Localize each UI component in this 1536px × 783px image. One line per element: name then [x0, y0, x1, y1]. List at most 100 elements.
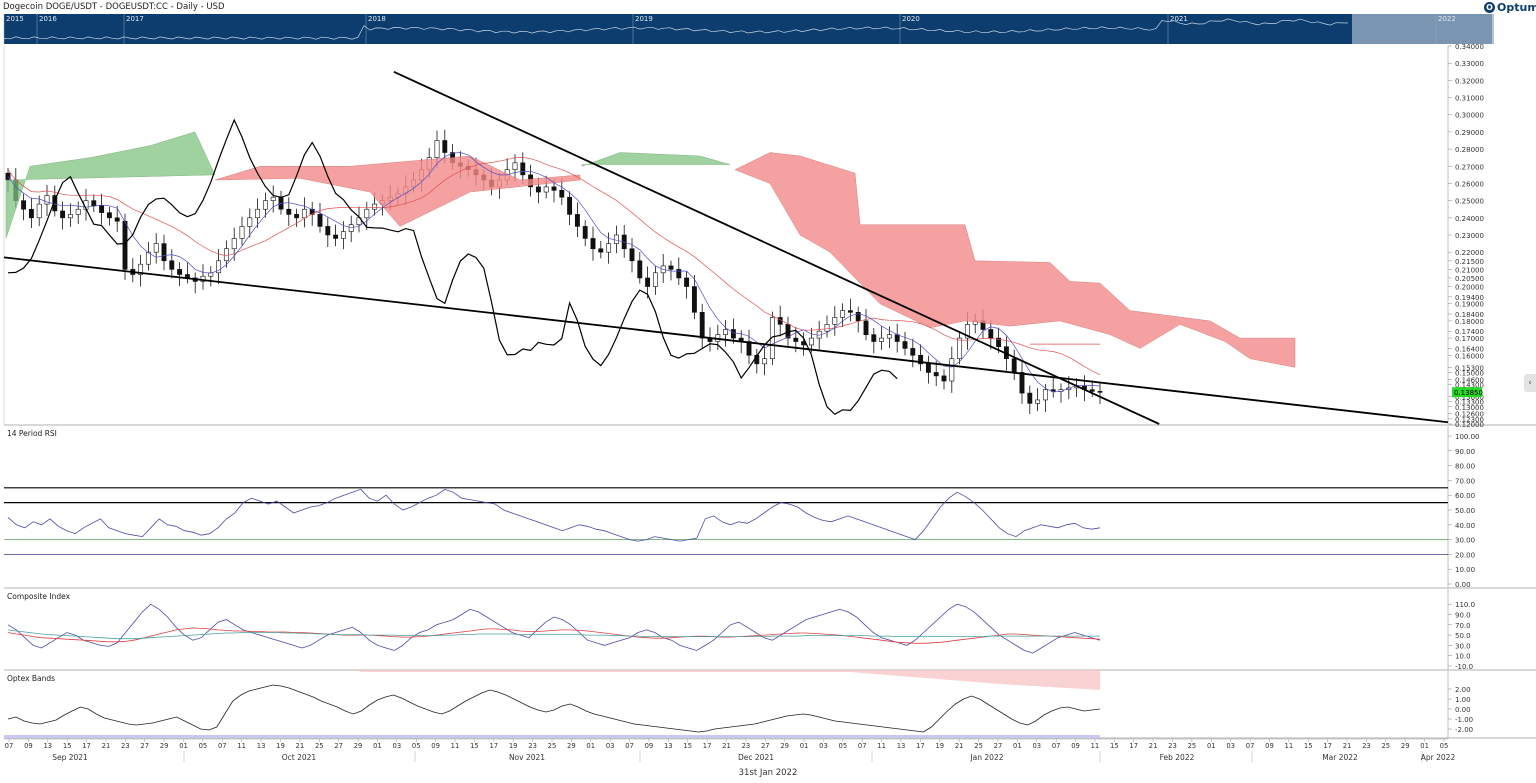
candle-body — [598, 248, 604, 253]
candle-body — [301, 208, 307, 219]
day-label: 09 — [1071, 742, 1080, 750]
candle-body — [270, 196, 276, 201]
composite-axis-label: 10.0 — [1455, 653, 1471, 661]
price-axis-label: 0.19400 — [1455, 294, 1484, 302]
price-panel[interactable]: 0.34000 0.33000 0.32000 0.31000 0.30000 0.290… — [3, 43, 1536, 429]
day-label: 23 — [742, 742, 751, 750]
candle-body — [567, 196, 573, 215]
day-label: 29 — [160, 742, 169, 750]
optex-bands-panel[interactable]: Optex Bands 2.00 1.00 0.00 -1.00 -2.00 — [4, 670, 1536, 739]
day-label: 21 — [722, 742, 731, 750]
day-label: 05 — [839, 742, 848, 750]
month-label: Jan 2022 — [969, 753, 1003, 762]
ichimoku-cloud-bearish — [734, 152, 1296, 368]
price-axis-label: 0.13300 — [1455, 399, 1484, 407]
price-axis-label: 0.12300 — [1455, 416, 1484, 424]
day-label: 23 — [121, 742, 130, 750]
optuma-logo-icon: O — [1484, 2, 1495, 13]
day-label: 01 — [373, 742, 382, 750]
day-label: 29 — [567, 742, 576, 750]
day-label: 13 — [664, 742, 673, 750]
rsi-panel[interactable]: 14 Period RSI 100.00 90.00 80.00 70.00 60.00 5… — [4, 426, 1536, 589]
candle-body — [1027, 392, 1033, 404]
candle-body — [691, 286, 697, 313]
day-label: 03 — [1226, 742, 1235, 750]
candle-body — [216, 260, 222, 274]
day-label: 05 — [199, 742, 208, 750]
price-axis-label: 0.34000 — [1455, 43, 1484, 51]
composite-title: Composite Index — [7, 592, 71, 601]
rsi-axis-label: 90.00 — [1455, 448, 1475, 456]
optex-upper-band — [360, 670, 1100, 690]
price-axis-label: 0.29000 — [1455, 129, 1484, 137]
day-label: 09 — [1265, 742, 1274, 750]
price-axis-label: 0.18400 — [1455, 311, 1484, 319]
day-label: 01 — [1013, 742, 1022, 750]
price-axis-label: 0.22000 — [1455, 249, 1484, 257]
day-label: 17 — [703, 742, 712, 750]
composite-axis-label: 110.0 — [1455, 601, 1475, 609]
day-label: 07 — [5, 742, 14, 750]
candle-body — [247, 217, 253, 227]
rsi-axis-label: 80.00 — [1455, 463, 1475, 471]
collapse-panel-button[interactable]: ‹ — [1524, 374, 1536, 392]
day-label: 25 — [1188, 742, 1197, 750]
candle-body — [340, 231, 346, 239]
candle-body — [36, 203, 42, 219]
composite-axis-label: 50.0 — [1455, 632, 1471, 640]
candle-body — [941, 375, 947, 382]
candle-body — [1097, 391, 1103, 393]
candle-body — [239, 226, 245, 239]
day-label: 07 — [1052, 742, 1061, 750]
candle-body — [699, 312, 705, 339]
candle-body — [863, 320, 869, 335]
candle-body — [925, 363, 931, 373]
candle-body — [372, 203, 378, 210]
optex-axis-label: 2.00 — [1455, 686, 1471, 694]
candle-body — [286, 208, 292, 215]
day-label: 21 — [296, 742, 305, 750]
candle-body — [231, 238, 237, 250]
day-label: 11 — [451, 742, 460, 750]
candle-body — [75, 208, 81, 215]
price-axis-label: 0.21500 — [1455, 258, 1484, 266]
day-label: 11 — [1091, 742, 1100, 750]
candle-body — [1035, 399, 1041, 404]
day-label: 15 — [683, 742, 692, 750]
navigator-window — [1352, 14, 1494, 44]
day-label: 15 — [1304, 742, 1313, 750]
candle-body — [114, 217, 120, 222]
day-label: 13 — [43, 742, 52, 750]
day-label: 25 — [1381, 742, 1390, 750]
day-label: 15 — [1110, 742, 1119, 750]
day-label: 21 — [1149, 742, 1158, 750]
trendline — [393, 70, 1160, 425]
candle-body — [910, 348, 916, 356]
candle-body — [652, 272, 658, 287]
candle-body — [957, 337, 963, 360]
day-label: 05 — [412, 742, 421, 750]
chart-title: Dogecoin DOGE/USDT - DOGEUSDT:CC - Daily… — [3, 2, 225, 12]
ichimoku-cloud-bullish — [5, 131, 216, 239]
candle-body — [629, 248, 635, 262]
candle-body — [442, 140, 448, 153]
optex-lower-band — [4, 735, 1100, 738]
navigator-year-label: 2017 — [126, 15, 144, 23]
candle-body — [1050, 389, 1056, 392]
composite-index-panel[interactable]: Composite Index 110.0 90.0 70.0 50.0 30.0 10.0… — [4, 589, 1536, 671]
day-label: 13 — [897, 742, 906, 750]
price-axis-label: 0.14600 — [1455, 376, 1484, 384]
navigator-year-label: 2016 — [39, 15, 57, 23]
month-label: Sep 2021 — [52, 753, 88, 762]
price-axis-label: 0.15000 — [1455, 369, 1484, 377]
candle-body — [637, 260, 643, 279]
day-label: 11 — [237, 742, 246, 750]
optex-axis-label: -2.00 — [1455, 726, 1473, 734]
price-axis-label: 0.17400 — [1455, 328, 1484, 336]
optuma-logo: OOptuma — [1484, 1, 1536, 14]
navigator-year-label: 2015 — [6, 15, 24, 23]
navigator-bar[interactable]: 2015 2016 2017 2018 2019 2020 2021 2022 — [3, 14, 1494, 44]
candle-body — [574, 214, 580, 227]
price-axis-label: 0.30000 — [1455, 112, 1484, 120]
